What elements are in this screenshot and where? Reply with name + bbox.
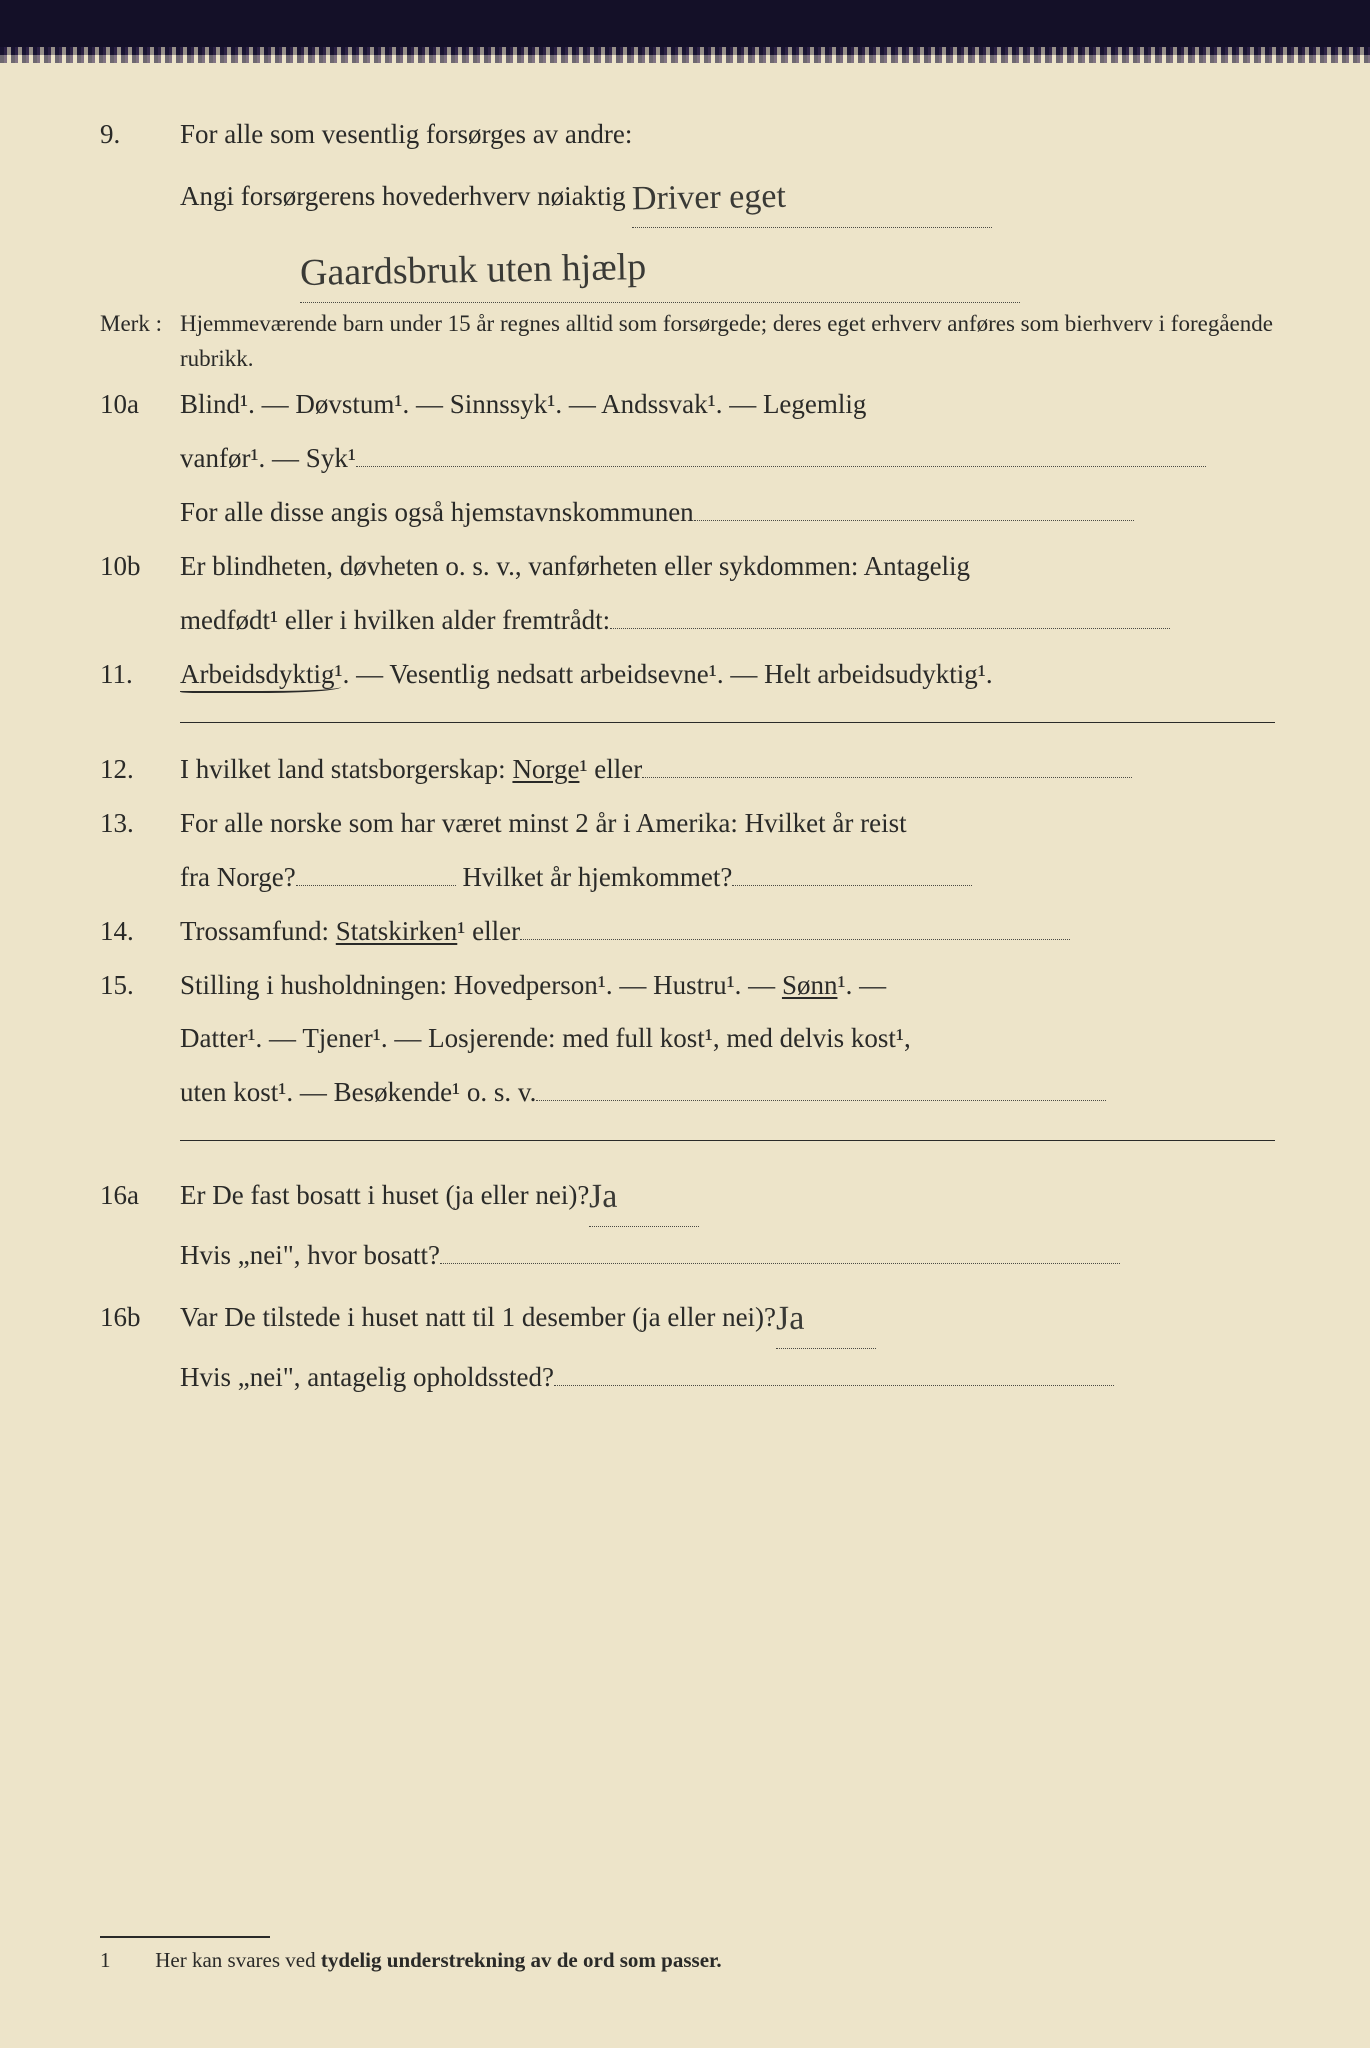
q16b-q2: Hvis „nei", antagelig opholdssted? [180, 1362, 554, 1392]
question-10a-line2: vanfør¹. — Syk¹ [100, 434, 1275, 484]
q10b-text-line1: Er blindheten, døvheten o. s. v., vanfør… [180, 542, 1275, 592]
q13-fill-1 [296, 885, 456, 886]
question-16b-line2: Hvis „nei", antagelig opholdssted? [100, 1353, 1275, 1403]
question-11: 11. Arbeidsdyktig¹. — Vesentlig nedsatt … [100, 650, 1275, 700]
question-9-line3: Gaardsbruk uten hjælp [100, 232, 1275, 303]
question-16a: 16a Er De fast bosatt i huset (ja eller … [100, 1163, 1275, 1227]
question-15-line3: uten kost¹. — Besøkende¹ o. s. v. [100, 1068, 1275, 1118]
footnote: 1 Her kan svares ved tydelig understrekn… [100, 1936, 1275, 1973]
question-13: 13. For alle norske som har været minst … [100, 799, 1275, 849]
question-10a: 10a Blind¹. — Døvstum¹. — Sinnssyk¹. — A… [100, 380, 1275, 430]
q11-number: 11. [100, 650, 180, 700]
q12-post: ¹ eller [579, 754, 642, 784]
q10a-text-line3: For alle disse angis også hjemstavnskomm… [180, 497, 694, 527]
q15-sonn: Sønn [782, 970, 838, 1000]
document-page: 9. For alle som vesentlig forsørges av a… [0, 0, 1370, 2048]
q10a-fill-2 [694, 520, 1134, 521]
q16a-q1: Er De fast bosatt i huset (ja eller nei)… [180, 1180, 589, 1210]
question-13-line2: fra Norge? Hvilket år hjemkommet? [100, 853, 1275, 903]
q16a-fill-2 [440, 1263, 1120, 1264]
q13-line2b: Hvilket år hjemkommet? [462, 862, 732, 892]
merk-label: Merk : [100, 307, 180, 342]
question-9: 9. For alle som vesentlig forsørges av a… [100, 110, 1275, 160]
footnote-rule [100, 1936, 270, 1938]
q10b-text-line2: medfødt¹ eller i hvilken alder fremtrådt… [180, 605, 610, 635]
question-10b: 10b Er blindheten, døvheten o. s. v., va… [100, 542, 1275, 592]
q9-number: 9. [100, 110, 180, 160]
q12-fill [642, 777, 1132, 778]
q14-pre: Trossamfund: [180, 916, 336, 946]
q9-handwriting-1: Driver eget [632, 166, 787, 232]
q9-fill-1: Driver eget [632, 164, 992, 228]
q9-fill-2: Gaardsbruk uten hjælp [300, 232, 1020, 303]
q13-line1: For alle norske som har været minst 2 år… [180, 799, 1275, 849]
question-12: 12. I hvilket land statsborgerskap: Norg… [100, 745, 1275, 795]
q14-number: 14. [100, 907, 180, 957]
q16b-fill-2 [554, 1385, 1114, 1386]
q10a-options-line1: Blind¹. — Døvstum¹. — Sinnssyk¹. — Andss… [180, 389, 866, 419]
footnote-text-plain: Her kan svares ved [155, 1948, 321, 1972]
q12-norge: Norge [512, 754, 579, 784]
q10b-fill [610, 628, 1170, 629]
q14-post: ¹ eller [457, 916, 520, 946]
scan-edge-strip [0, 0, 1370, 55]
q15-line3: uten kost¹. — Besøkende¹ o. s. v. [180, 1077, 536, 1107]
q13-number: 13. [100, 799, 180, 849]
q11-rest: ¹. — Vesentlig nedsatt arbeidsevne¹. — H… [335, 659, 993, 689]
q16b-fill-1: Ja [776, 1285, 876, 1349]
q10b-number: 10b [100, 542, 180, 592]
q12-pre: I hvilket land statsborgerskap: [180, 754, 512, 784]
q10a-number: 10a [100, 380, 180, 430]
q15-line1a: Stilling i husholdningen: Hovedperson¹. … [180, 970, 782, 1000]
q11-underlined: Arbeidsdyktig [180, 659, 335, 689]
question-10b-line2: medfødt¹ eller i hvilken alder fremtrådt… [100, 596, 1275, 646]
q9-body: For alle som vesentlig forsørges av andr… [180, 110, 1275, 160]
q10a-options-line2: vanfør¹. — Syk¹ [180, 443, 356, 473]
question-9-line2: Angi forsørgerens hovederhverv nøiaktig … [100, 164, 1275, 228]
q14-statskirken: Statskirken [336, 916, 458, 946]
q10a-fill [356, 466, 1206, 467]
q15-fill [536, 1100, 1106, 1101]
question-16b: 16b Var De tilstede i huset natt til 1 d… [100, 1285, 1275, 1349]
q15-line2: Datter¹. — Tjener¹. — Losjerende: med fu… [180, 1014, 1275, 1064]
q12-number: 12. [100, 745, 180, 795]
q14-fill [520, 939, 1070, 940]
divider-2 [180, 1140, 1275, 1141]
question-15-line2: Datter¹. — Tjener¹. — Losjerende: med fu… [100, 1014, 1275, 1064]
question-16a-line2: Hvis „nei", hvor bosatt? [100, 1231, 1275, 1281]
q9-text-line1: For alle som vesentlig forsørges av andr… [180, 119, 632, 149]
question-14: 14. Trossamfund: Statskirken¹ eller [100, 907, 1275, 957]
q13-line2a: fra Norge? [180, 862, 296, 892]
merk-text: Hjemmeværende barn under 15 år regnes al… [180, 307, 1275, 376]
q16a-fill-1: Ja [589, 1163, 699, 1227]
q16b-q1: Var De tilstede i huset natt til 1 desem… [180, 1302, 776, 1332]
q16a-answer: Ja [589, 1166, 618, 1229]
divider-1 [180, 722, 1275, 723]
merk-note: Merk : Hjemmeværende barn under 15 år re… [100, 307, 1275, 376]
q9-text-line2: Angi forsørgerens hovederhverv nøiaktig [180, 181, 626, 211]
q13-fill-2 [732, 885, 972, 886]
question-15: 15. Stilling i husholdningen: Hovedperso… [100, 961, 1275, 1011]
q15-number: 15. [100, 961, 180, 1011]
q16b-answer: Ja [775, 1288, 804, 1351]
q15-line1b: ¹. — [837, 970, 886, 1000]
q16b-number: 16b [100, 1293, 180, 1343]
footnote-text-bold: tydelig understrekning av de ord som pas… [321, 1948, 722, 1972]
q9-handwriting-2: Gaardsbruk uten hjælp [299, 232, 646, 308]
q16a-q2: Hvis „nei", hvor bosatt? [180, 1240, 440, 1270]
footnote-number: 1 [100, 1948, 150, 1973]
q16a-number: 16a [100, 1171, 180, 1221]
question-10a-line3: For alle disse angis også hjemstavnskomm… [100, 488, 1275, 538]
